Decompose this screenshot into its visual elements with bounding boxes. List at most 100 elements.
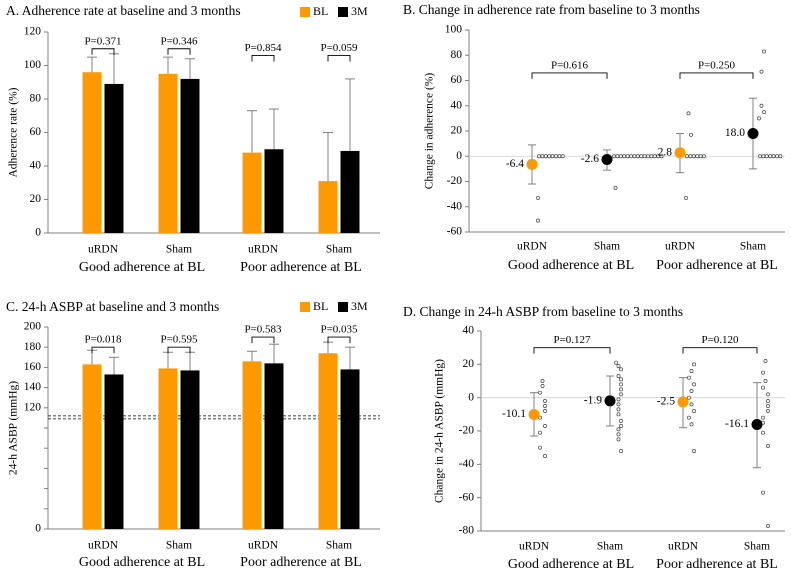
individual-point (616, 364, 621, 368)
individual-point (543, 424, 547, 428)
mean-label: -1.9 (584, 394, 602, 406)
mean-label: -16.1 (725, 418, 749, 430)
y-tick-label: 60 (30, 126, 42, 138)
panel-b: B. Change in adherence rate from baselin… (403, 2, 785, 273)
x-group-label: Good adherence at BL (508, 258, 634, 273)
x-category-label: Sham (744, 541, 770, 553)
p-value-bracket (327, 336, 351, 344)
individual-point (543, 404, 547, 408)
x-category-label: uRDN (248, 244, 279, 256)
p-value-bracket (251, 336, 275, 344)
individual-point (547, 154, 552, 159)
x-category-label: Sham (166, 244, 192, 256)
individual-point (543, 399, 547, 403)
y-tick-label: -40 (459, 458, 475, 470)
individual-point (686, 111, 691, 116)
individual-point (764, 154, 769, 159)
individual-point (702, 154, 706, 159)
mean-marker (674, 147, 686, 159)
bar-3m (264, 363, 284, 529)
legend-swatch-bl (300, 7, 310, 17)
x-category-label: uRDN (248, 540, 279, 552)
y-tick-label: 0 (468, 391, 474, 403)
legend-label-3m: 3M (351, 299, 368, 313)
individual-point (616, 432, 621, 437)
x-category-label: Sham (326, 244, 352, 256)
individual-point (540, 379, 545, 383)
y-tick-label: 60 (451, 74, 463, 86)
p-value-label: P=0.035 (320, 324, 358, 336)
individual-point (619, 424, 623, 428)
y-tick-label: 20 (30, 193, 42, 205)
legend-label-bl: BL (313, 4, 328, 18)
individual-point (616, 402, 621, 407)
p-value-bracket (682, 347, 758, 354)
individual-point (632, 154, 637, 159)
y-tick-label: -80 (459, 525, 475, 537)
individual-point (639, 154, 644, 159)
x-category-label: uRDN (519, 541, 550, 553)
individual-point (543, 409, 547, 413)
panel-title: C. 24-h ASBP at baseline and 3 months (6, 299, 219, 314)
y-axis-label: Change in adherence (%) (424, 73, 436, 190)
individual-point (540, 384, 545, 388)
legend-label-3m: 3M (351, 4, 368, 18)
individual-point (763, 379, 768, 383)
individual-point (619, 377, 623, 382)
individual-point (768, 154, 773, 159)
individual-point (616, 374, 621, 378)
individual-point (619, 382, 623, 387)
p-value-bracket (679, 72, 754, 79)
bar-bl (242, 152, 262, 233)
y-tick-label: 80 (451, 49, 463, 61)
individual-point (698, 154, 703, 159)
individual-point (687, 415, 691, 420)
individual-point (649, 154, 654, 159)
individual-point (761, 370, 765, 375)
y-tick-label: 100 (24, 59, 42, 71)
x-category-label: uRDN (88, 244, 119, 256)
individual-point (695, 154, 700, 159)
bar-bl (158, 368, 178, 529)
x-category-label: uRDN (668, 541, 699, 553)
x-category-label: uRDN (665, 241, 696, 253)
legend-swatch-3m (338, 7, 348, 17)
p-value-label: P=0.127 (553, 334, 591, 346)
bar-bl (82, 364, 102, 529)
x-category-label: uRDN (517, 241, 548, 253)
individual-point (619, 449, 623, 453)
mean-label: 18.0 (725, 127, 745, 139)
p-value-bracket (91, 48, 115, 55)
individual-point (619, 387, 623, 392)
individual-point (550, 154, 555, 159)
y-tick-label: 40 (451, 99, 463, 111)
y-tick-label: 20 (463, 358, 475, 370)
individual-point (684, 195, 688, 200)
bar-3m (104, 83, 124, 233)
individual-point (692, 409, 696, 413)
p-value-bracket (533, 347, 611, 354)
individual-point (538, 390, 542, 395)
individual-point (689, 389, 694, 393)
individual-point (687, 375, 691, 380)
individual-point (759, 103, 764, 108)
y-tick-label: 120 (24, 26, 42, 38)
individual-point (625, 154, 630, 159)
individual-point (766, 399, 770, 403)
p-value-bracket (531, 72, 608, 79)
bar-bl (318, 181, 338, 233)
individual-point (557, 154, 562, 159)
x-group-label: Good adherence at BL (508, 557, 634, 569)
individual-point (652, 154, 657, 159)
panel-d: D. Change in 24-h ASBP from baseline to … (403, 304, 785, 569)
individual-point (538, 445, 542, 450)
y-tick-label: -60 (447, 226, 463, 238)
p-value-label: P=0.854 (244, 42, 282, 54)
individual-point (688, 154, 693, 159)
mean-label: -6.4 (506, 158, 524, 170)
mean-marker (528, 409, 540, 420)
y-tick-label: 100 (445, 24, 463, 36)
individual-point (692, 449, 696, 453)
individual-point (619, 392, 623, 397)
